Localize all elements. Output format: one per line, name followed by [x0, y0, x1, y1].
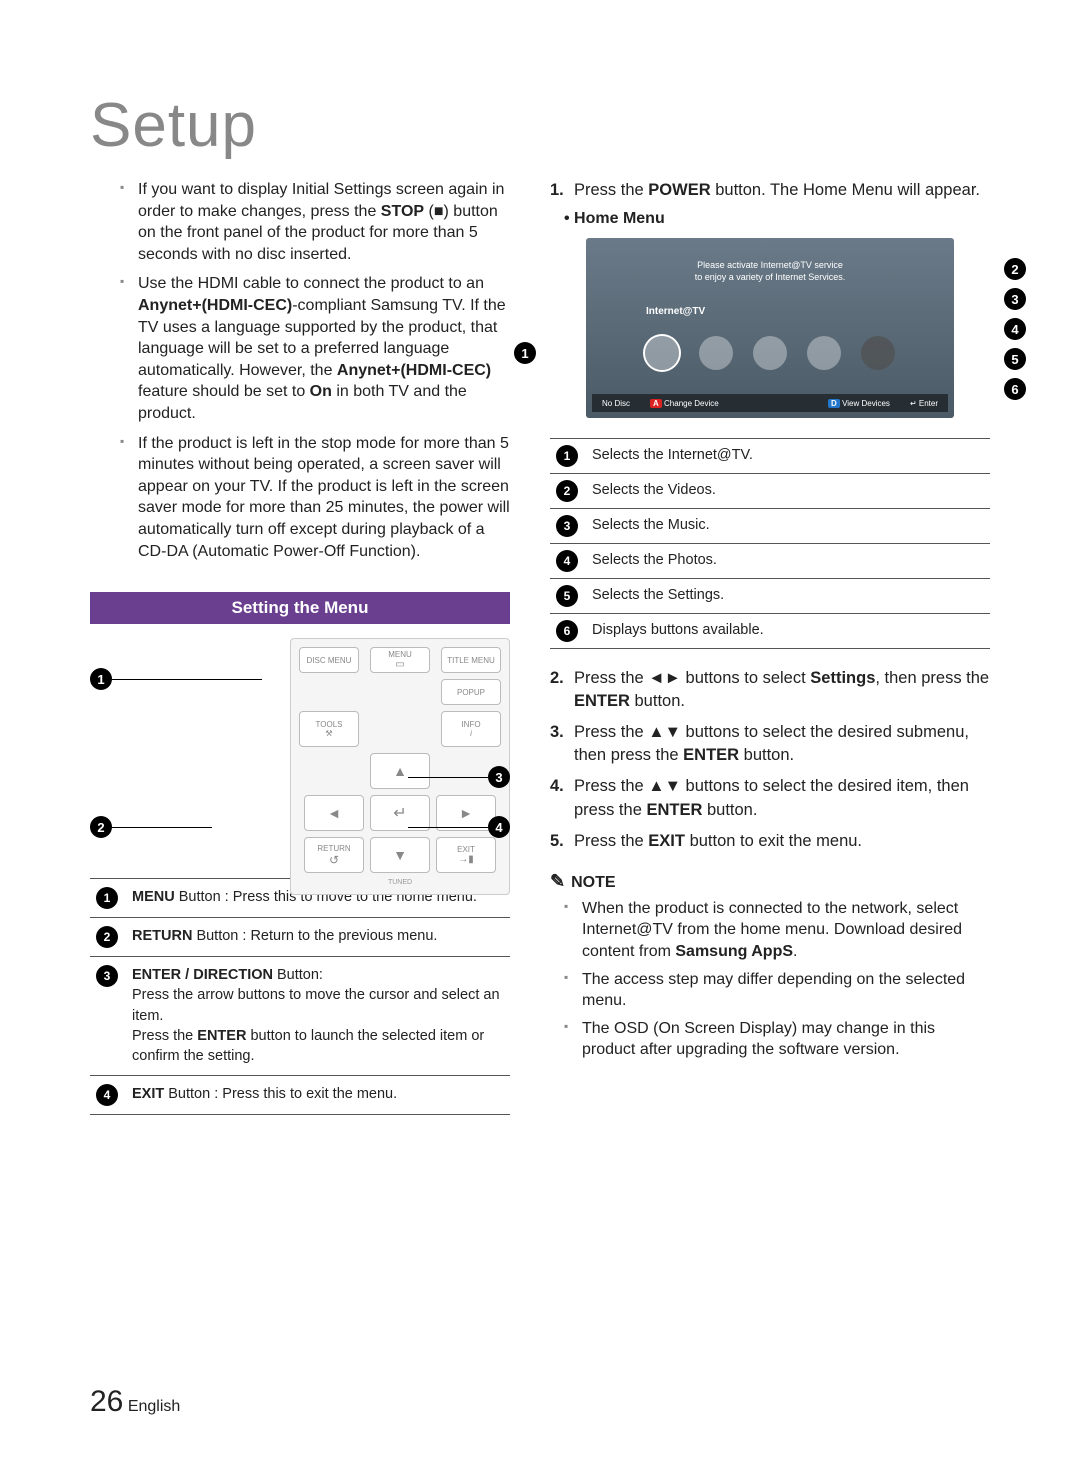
callout-badge: 3 [488, 766, 510, 788]
page-footer: 26 English [90, 1385, 180, 1419]
dpad-enter-icon: ↵ [370, 795, 430, 831]
callout-badge: 4 [488, 816, 510, 838]
tv-hint: ↵ Enter [910, 399, 938, 408]
step-item: 1.Press the POWER button. The Home Menu … [550, 179, 990, 202]
callout-badge: 6 [1004, 378, 1026, 400]
step-item: 2.Press the ◄► buttons to select Setting… [550, 667, 990, 713]
callout-badge: 4 [1004, 318, 1026, 340]
tv-status-text: No Disc [602, 399, 630, 408]
dpad-right-icon: ► [436, 795, 496, 831]
table-row: 1Selects the Internet@TV. [550, 439, 990, 474]
bullet-item: Use the HDMI cable to connect the produc… [120, 273, 510, 424]
table-row: 2Selects the Videos. [550, 474, 990, 509]
step-item: 4.Press the ▲▼ buttons to select the des… [550, 775, 990, 821]
remote-button: TITLE MENU [441, 647, 501, 673]
callout-badge: 3 [1004, 288, 1026, 310]
table-row: 3Selects the Music. [550, 509, 990, 544]
notes-list: When the product is connected to the net… [550, 898, 990, 1061]
table-row: 5Selects the Settings. [550, 579, 990, 614]
intro-bullets: If you want to display Initial Settings … [90, 179, 510, 562]
remote-button: TOOLS⚒ [299, 711, 359, 747]
callout-badge: 1 [90, 668, 112, 690]
page-number: 26 [90, 1385, 123, 1418]
step-item: 3.Press the ▲▼ buttons to select the des… [550, 721, 990, 767]
table-row: 2RETURN Button : Return to the previous … [90, 918, 510, 957]
remote-button: POPUP [441, 679, 501, 705]
tv-photos-icon [807, 336, 841, 370]
tv-music-icon [753, 336, 787, 370]
remote-button: RETURN↺ [304, 837, 364, 873]
language-label: English [128, 1398, 180, 1415]
remote-button: MENU▭ [370, 647, 430, 673]
page-title: Setup [90, 90, 990, 161]
step-item: 5.Press the EXIT button to exit the menu… [550, 830, 990, 853]
remote-footer-label: TUNED [299, 879, 501, 886]
table-row: 4Selects the Photos. [550, 544, 990, 579]
callout-badge: 5 [1004, 348, 1026, 370]
tv-hint: D View Devices [828, 399, 890, 408]
tv-settings-icon [861, 336, 895, 370]
tv-selected-label: Internet@TV [646, 306, 705, 317]
dpad-left-icon: ◄ [304, 795, 364, 831]
table-row: 6Displays buttons available. [550, 614, 990, 649]
note-heading: NOTE [550, 871, 990, 892]
note-item: When the product is connected to the net… [564, 898, 990, 963]
tv-banner-text: Please activate Internet@TV serviceto en… [695, 260, 846, 283]
right-column: 1.Press the POWER button. The Home Menu … [550, 179, 990, 1115]
tv-videos-icon [699, 336, 733, 370]
home-menu-label: • Home Menu [564, 210, 990, 228]
table-row: 4EXIT Button : Press this to exit the me… [90, 1076, 510, 1115]
note-item: The access step may differ depending on … [564, 969, 990, 1012]
note-item: The OSD (On Screen Display) may change i… [564, 1018, 990, 1061]
callout-badge: 2 [1004, 258, 1026, 280]
left-column: If you want to display Initial Settings … [90, 179, 510, 1115]
remote-button: INFOi [441, 711, 501, 747]
section-header: Setting the Menu [90, 592, 510, 624]
remote-diagram: DISC MENU MENU▭ TITLE MENU POPUP TOOLS⚒ … [90, 638, 510, 858]
tv-bottom-bar: No Disc A Change Device D View Devices ↵… [592, 394, 948, 412]
remote-definitions-table: 1MENU Button : Press this to move to the… [90, 878, 510, 1114]
bullet-item: If the product is left in the stop mode … [120, 433, 510, 563]
tv-hint: A Change Device [650, 399, 719, 408]
home-menu-table: 1Selects the Internet@TV. 2Selects the V… [550, 438, 990, 649]
dpad-down-icon: ▼ [370, 837, 430, 873]
callout-badge: 2 [90, 816, 112, 838]
bullet-item: If you want to display Initial Settings … [120, 179, 510, 265]
callout-badge: 1 [514, 342, 536, 364]
remote-button: EXIT→▮ [436, 837, 496, 873]
table-row: 3ENTER / DIRECTION Button:Press the arro… [90, 957, 510, 1075]
content-columns: If you want to display Initial Settings … [90, 179, 990, 1115]
tv-screenshot: Please activate Internet@TV serviceto en… [586, 238, 954, 418]
tv-internet-icon [645, 336, 679, 370]
remote-button: DISC MENU [299, 647, 359, 673]
dpad-up-icon: ▲ [370, 753, 430, 789]
